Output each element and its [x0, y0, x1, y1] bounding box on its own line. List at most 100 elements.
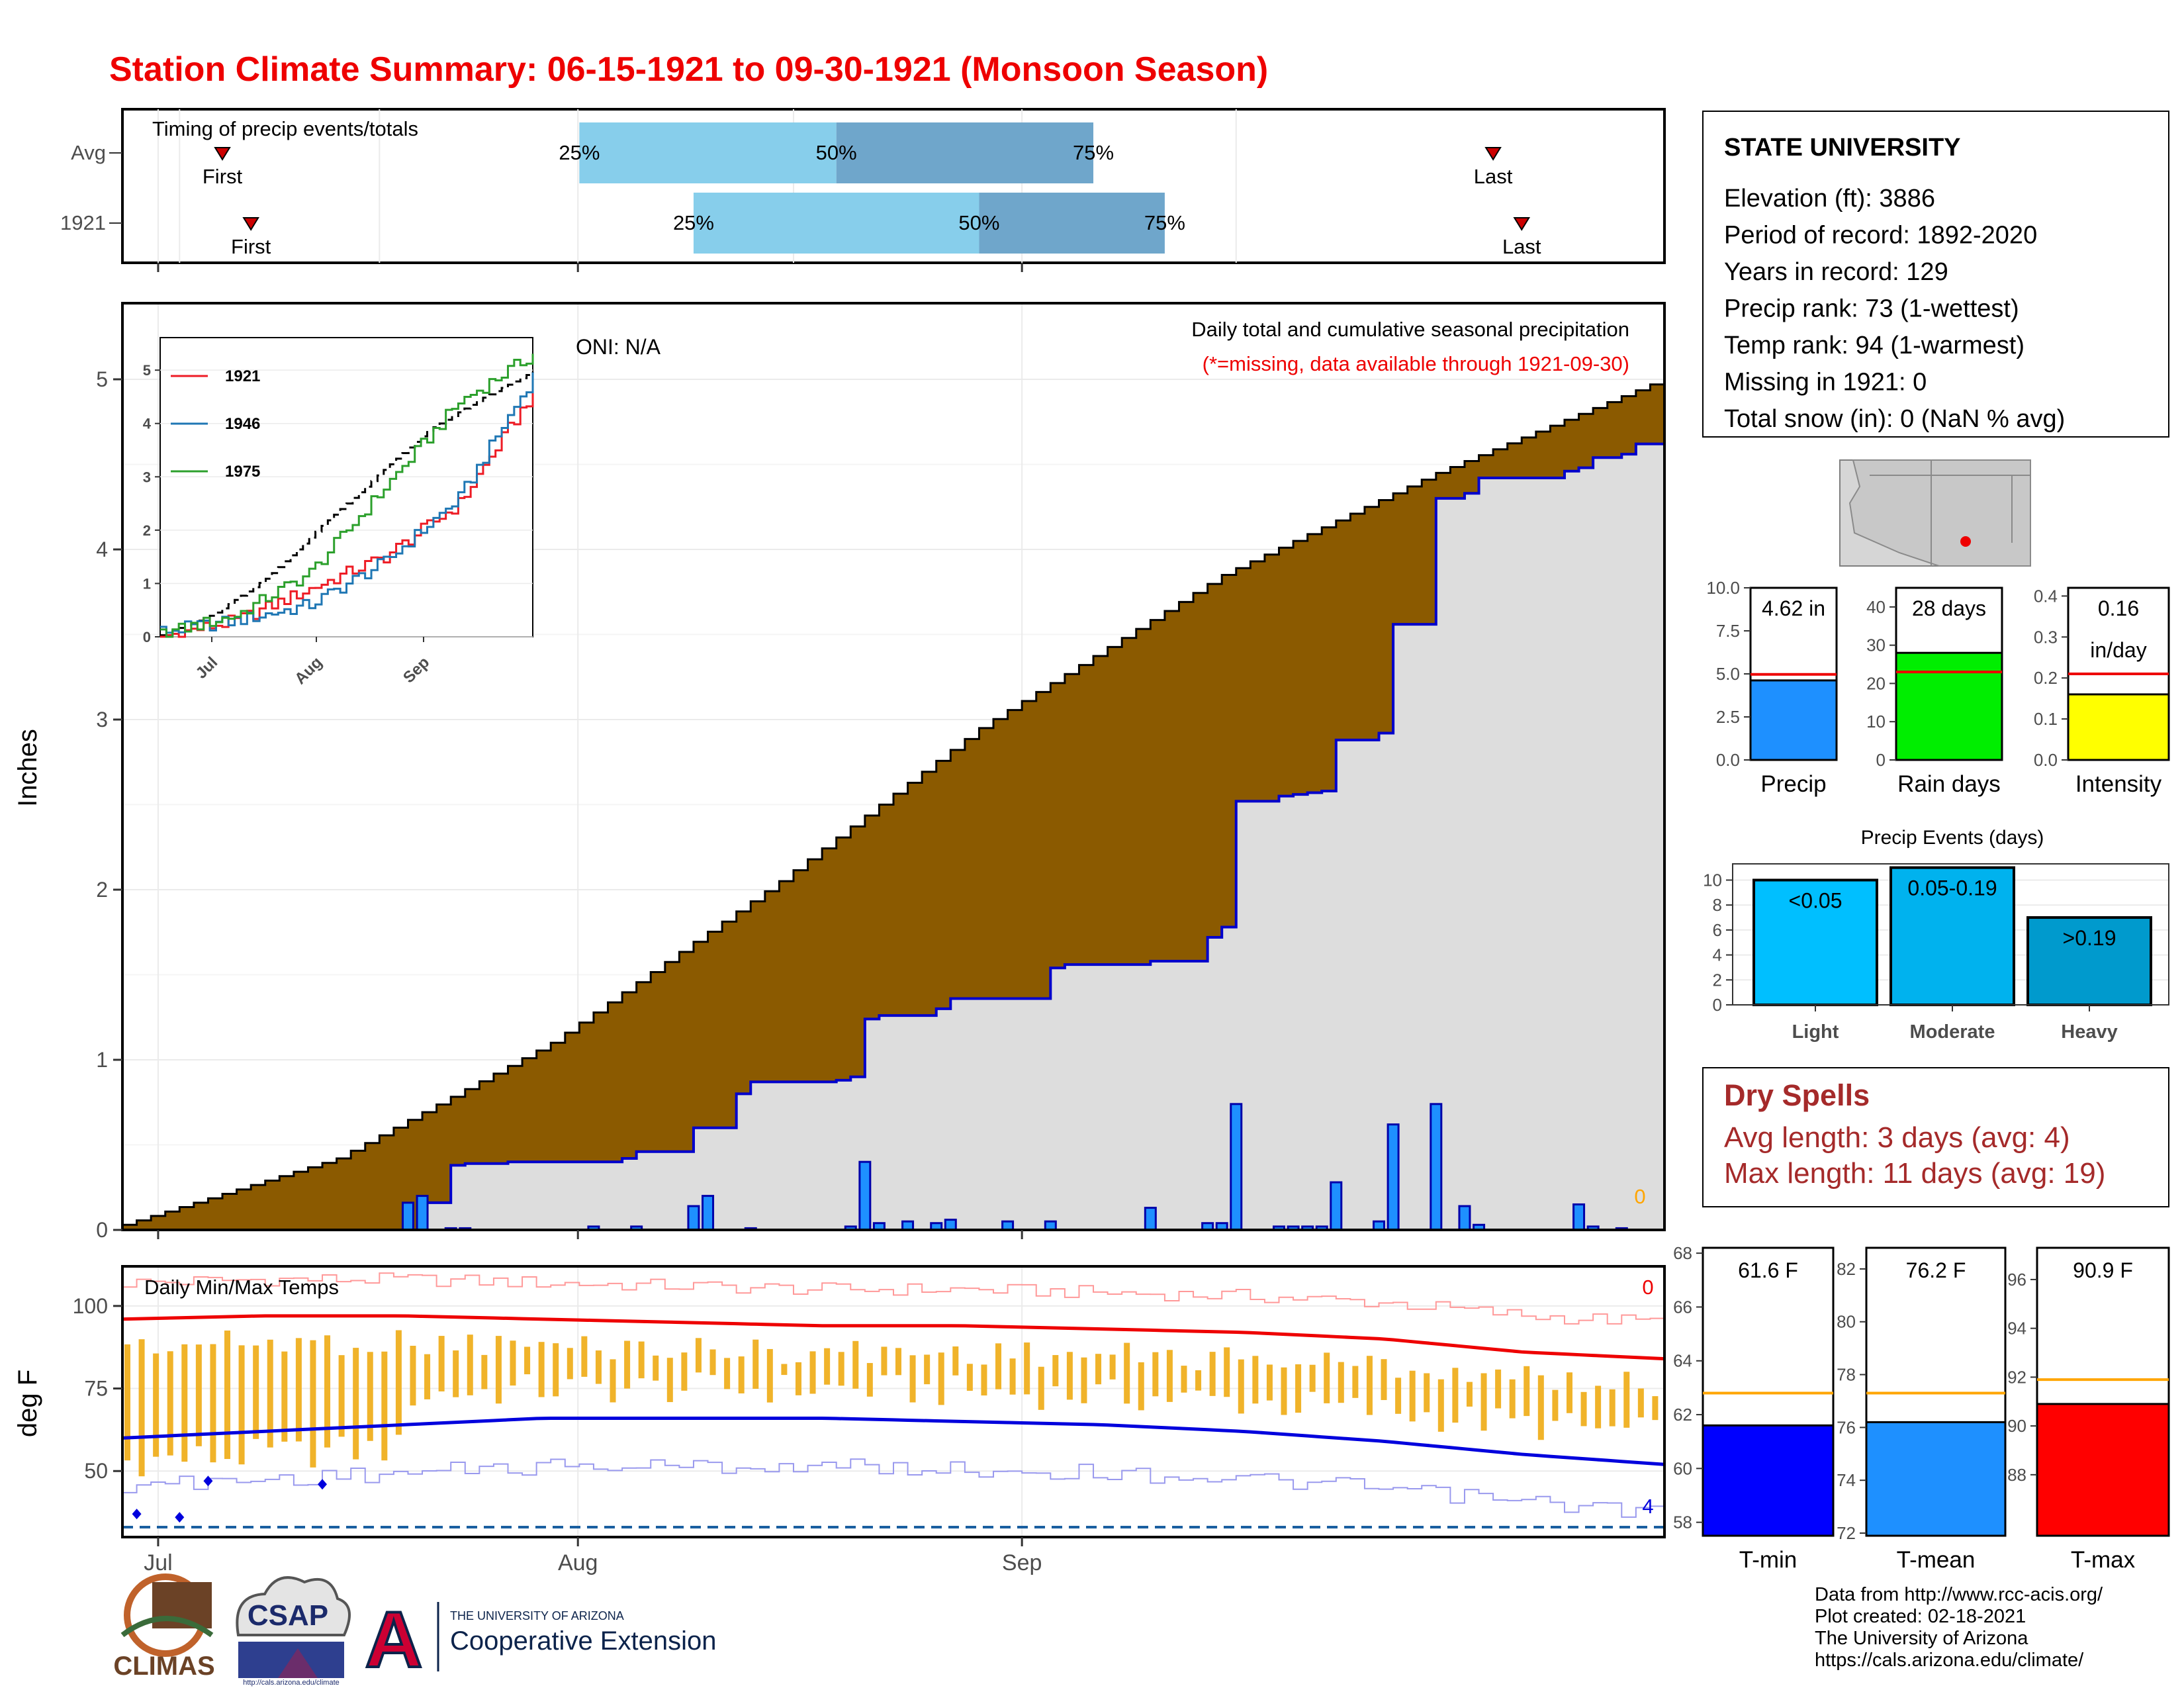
daily-temp-bar [424, 1354, 431, 1399]
daily-temp-bar [353, 1348, 359, 1460]
daily-temp-bar [966, 1364, 973, 1391]
daily-temp-bar [481, 1354, 488, 1389]
daily-temps-chart: Daily Min/Max Temps 0 4 50 75 100 deg F Jul Aug S… [13, 1265, 1666, 1575]
inset-ytick-label: 5 [143, 362, 151, 379]
daily-temp-bar [1452, 1368, 1459, 1423]
tmini-ytick-label: 72 [1837, 1523, 1856, 1543]
events-xtick-label: Light [1792, 1021, 1839, 1043]
events-title: Precip Events (days) [1861, 827, 2044, 849]
daily-temp-bar [1495, 1369, 1502, 1409]
daily-temp-bar [1623, 1372, 1630, 1428]
daily-temp-bar [510, 1340, 516, 1386]
footer-line: Data from http://www.rcc-acis.org/ [1815, 1584, 2103, 1605]
daily-temp-bar [567, 1348, 573, 1380]
daily-temp-bar [724, 1358, 731, 1389]
daily-temp-bar [167, 1351, 173, 1456]
daily-temp-bar [895, 1348, 901, 1376]
inset-series-1975 [160, 353, 534, 638]
daily-precip-bar [1230, 1103, 1243, 1231]
events-bar [1752, 878, 1878, 1006]
daily-temp-bar [1195, 1370, 1202, 1391]
events-bar-label: <0.05 [1789, 889, 1843, 913]
daily-temp-bar [995, 1343, 1002, 1389]
mini-ytick-label: 40 [1866, 597, 1886, 617]
daily-temp-bar [1338, 1362, 1344, 1403]
daily-temp-bar [1238, 1359, 1244, 1414]
mini-bar [1895, 651, 2003, 761]
daily-temp-bar [538, 1342, 545, 1397]
daily-temp-bar [981, 1364, 987, 1396]
mini-bar [2067, 693, 2170, 761]
timing-first-label: First [203, 165, 243, 188]
daily-temp-bar [495, 1336, 502, 1404]
main-ytick-label: 0 [96, 1218, 108, 1242]
daily-temp-bar [1166, 1350, 1173, 1402]
obs-cumulative-line [122, 442, 1664, 1231]
record-low-marker [203, 1476, 213, 1487]
daily-temp-bar [1052, 1355, 1059, 1387]
daily-temp-bar [1295, 1364, 1302, 1413]
timing-last-marker [1513, 217, 1531, 231]
tmini-bar [1865, 1421, 2007, 1537]
mini-ytick-label: 10 [1866, 712, 1886, 731]
tmini-ytick-label: 90 [2007, 1416, 2026, 1436]
daily-temp-bar [1109, 1354, 1116, 1380]
oni-label: ONI: N/A [576, 335, 661, 359]
csap-wordmark: CSAP [248, 1599, 328, 1632]
station-info-line: Years in record: 129 [1724, 258, 1948, 286]
station-info-line: Precip rank: 73 (1-wettest) [1724, 295, 2019, 323]
mini-ytick-label: 0.2 [2034, 668, 2058, 688]
ua-logo-letter: A [365, 1595, 423, 1684]
daily-temp-bar [795, 1362, 801, 1395]
dry-frame [1702, 1067, 2169, 1207]
daily-temp-bar [1637, 1388, 1644, 1418]
temps-xtick-label: Jul [144, 1550, 172, 1575]
timing-p75-label: 75% [1073, 141, 1114, 164]
events-frame [1732, 863, 2169, 1006]
main-note: Daily total and cumulative seasonal prec… [1191, 318, 1629, 341]
timing-row-label: 1921 [60, 211, 106, 234]
timing-bar-25-50 [693, 193, 979, 254]
timing-label: Timing of precip events/totals [152, 117, 418, 140]
daily-temp-bar [153, 1353, 159, 1457]
daily-temp-bar [809, 1351, 816, 1394]
daily-temp-bar [738, 1356, 745, 1393]
daily-temp-bar [267, 1339, 273, 1448]
daily-temp-bar [1366, 1356, 1373, 1415]
daily-temp-bar [638, 1341, 645, 1379]
daily-temp-bar [1524, 1366, 1530, 1417]
dry-spells-box: Dry Spells Avg length: 3 days (avg: 4)Max… [1702, 1067, 2169, 1207]
daily-temp-bar [824, 1348, 831, 1385]
tmini-ytick-label: 76 [1837, 1417, 1856, 1437]
daily-temp-bar [281, 1351, 288, 1442]
main-ytick-label: 4 [96, 538, 108, 561]
events-xtick-label: Heavy [2061, 1021, 2117, 1043]
mini-xlabel: Rain days [1897, 771, 2001, 797]
daily-temp-bar [410, 1346, 416, 1406]
daily-temp-bar [1595, 1385, 1602, 1429]
temps-title: Daily Min/Max Temps [144, 1276, 339, 1299]
daily-temp-bar [766, 1348, 773, 1403]
temps-missing-top: 0 [1642, 1276, 1653, 1299]
inset-ytick-label: 0 [143, 629, 151, 645]
timing-last-label: Last [1502, 235, 1541, 258]
dry-avg: Avg length: 3 days (avg: 4) [1724, 1121, 2070, 1154]
tmini-ytick-label: 58 [1673, 1513, 1692, 1532]
tmini-bar [1702, 1424, 1835, 1537]
daily-temp-bar [595, 1350, 602, 1384]
mini-bar [1749, 679, 1838, 761]
temps-ylabel: deg F [13, 1370, 42, 1437]
mini-ytick-label: 7.5 [1716, 621, 1740, 641]
daily-temp-bar [210, 1344, 216, 1463]
daily-temp-bar [1652, 1396, 1659, 1421]
daily-temp-bar [653, 1355, 659, 1381]
tmini-value-label: 76.2 F [1906, 1258, 1966, 1282]
events-xtick-label: Moderate [1910, 1021, 1995, 1043]
mini-ytick-label: 0.3 [2034, 627, 2058, 647]
mini-ytick-label: 0 [1876, 750, 1886, 770]
mini-xlabel: Intensity [2075, 771, 2162, 797]
events-bar-label: >0.19 [2063, 926, 2116, 950]
station-info-line: Total snow (in): 0 (NaN % avg) [1724, 405, 2065, 433]
temperature-mini-charts: 58 60 62 64 66 68 61.6 F T-min 72 74 76 78 80 82 76.2 … [1673, 1243, 2170, 1573]
daily-precip-bar [702, 1195, 715, 1231]
